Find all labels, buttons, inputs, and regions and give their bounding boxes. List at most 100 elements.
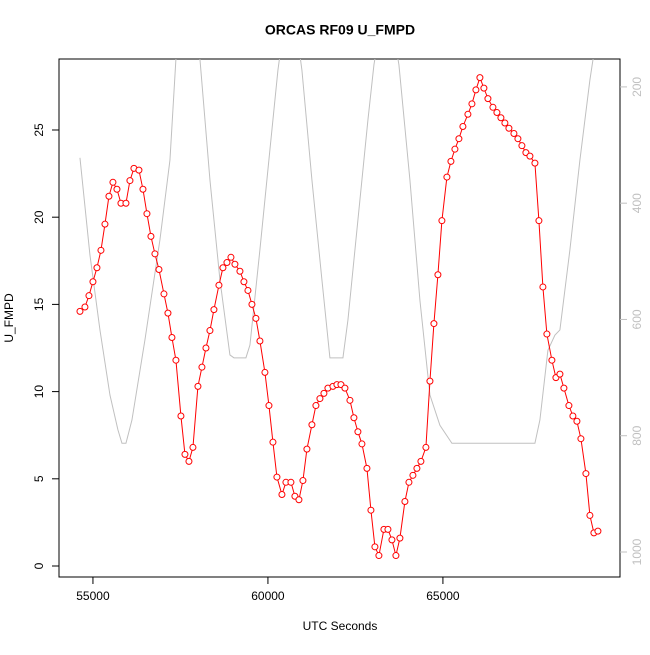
- data-point: [367, 506, 375, 514]
- data-point: [223, 259, 231, 267]
- data-point: [81, 303, 89, 311]
- data-point: [531, 159, 539, 167]
- data-point: [501, 119, 509, 127]
- data-point: [426, 377, 434, 385]
- data-point: [573, 417, 581, 425]
- series-line: [79, 76, 599, 558]
- data-point: [189, 443, 197, 451]
- data-point: [569, 412, 577, 420]
- data-point: [363, 464, 371, 472]
- data-point: [143, 210, 151, 218]
- data-point: [518, 142, 526, 150]
- data-point: [248, 300, 256, 308]
- data-point: [269, 438, 277, 446]
- data-point: [565, 402, 573, 410]
- data-point: [560, 384, 568, 392]
- data-point: [85, 292, 93, 300]
- plot-area: [76, 59, 602, 560]
- data-point: [287, 478, 295, 486]
- data-point: [303, 445, 311, 453]
- x-tick-label: 60000: [251, 589, 285, 603]
- y-tick-label: 0: [32, 562, 46, 569]
- plot-frame: [58, 58, 621, 578]
- data-point: [384, 525, 392, 533]
- data-point: [582, 470, 590, 478]
- data-point: [227, 253, 235, 261]
- y-tick-label: 10: [32, 385, 46, 399]
- data-point: [151, 250, 159, 258]
- x-tick-label: 55000: [76, 589, 110, 603]
- data-point: [198, 363, 206, 371]
- data-point: [109, 178, 117, 186]
- data-point: [514, 135, 522, 143]
- data-point: [316, 395, 324, 403]
- data-point: [405, 478, 413, 486]
- data-point: [256, 337, 264, 345]
- data-point: [417, 457, 425, 465]
- y-axis-label: U_FMPD: [2, 293, 16, 343]
- data-point: [308, 421, 316, 429]
- data-point: [476, 74, 484, 82]
- data-point: [535, 217, 543, 225]
- data-point: [177, 412, 185, 420]
- y2-tick-label: 600: [630, 309, 644, 329]
- data-point: [526, 152, 534, 160]
- data-point: [93, 264, 101, 272]
- data-point: [135, 166, 143, 174]
- data-point: [312, 402, 320, 410]
- data-point: [244, 286, 252, 294]
- data-point: [586, 511, 594, 519]
- data-point: [320, 389, 328, 397]
- x-axis-label: UTC Seconds: [303, 619, 378, 633]
- y-tick-label: 15: [32, 297, 46, 311]
- data-point: [409, 471, 417, 479]
- data-point: [105, 192, 113, 200]
- data-point: [240, 278, 248, 286]
- data-point: [295, 496, 303, 504]
- data-point: [236, 267, 244, 275]
- data-point: [539, 283, 547, 291]
- data-point: [101, 220, 109, 228]
- data-point: [273, 473, 281, 481]
- data-point: [202, 344, 210, 352]
- data-point: [455, 135, 463, 143]
- data-point: [480, 84, 488, 92]
- data-point: [447, 157, 455, 165]
- data-point: [375, 552, 383, 560]
- data-point: [472, 86, 480, 94]
- data-point: [464, 110, 472, 118]
- data-point: [548, 356, 556, 364]
- data-point: [430, 320, 438, 328]
- data-point: [505, 124, 513, 132]
- data-point: [206, 327, 214, 335]
- data-point: [76, 307, 84, 315]
- data-point: [468, 100, 476, 108]
- data-point: [396, 534, 404, 542]
- y2-tick-label: 800: [630, 425, 644, 445]
- data-point: [278, 491, 286, 499]
- data-point: [346, 396, 354, 404]
- data-point: [299, 477, 307, 485]
- data-point: [185, 457, 193, 465]
- data-point: [438, 217, 446, 225]
- data-point: [341, 384, 349, 392]
- data-point: [89, 278, 97, 286]
- data-point: [126, 177, 134, 185]
- x-tick-label: 65000: [426, 589, 460, 603]
- data-point: [265, 402, 273, 410]
- data-point: [392, 552, 400, 560]
- data-point: [215, 281, 223, 289]
- y-tick-label: 25: [32, 123, 46, 137]
- data-point: [160, 290, 168, 298]
- data-point: [168, 334, 176, 342]
- y-tick-label: 20: [32, 210, 46, 224]
- data-point: [459, 122, 467, 130]
- data-point: [543, 330, 551, 338]
- data-point: [194, 382, 202, 390]
- data-point: [181, 450, 189, 458]
- y2-tick-label: 200: [630, 77, 644, 97]
- data-point: [172, 356, 180, 364]
- data-point: [252, 314, 260, 322]
- data-point: [97, 246, 105, 254]
